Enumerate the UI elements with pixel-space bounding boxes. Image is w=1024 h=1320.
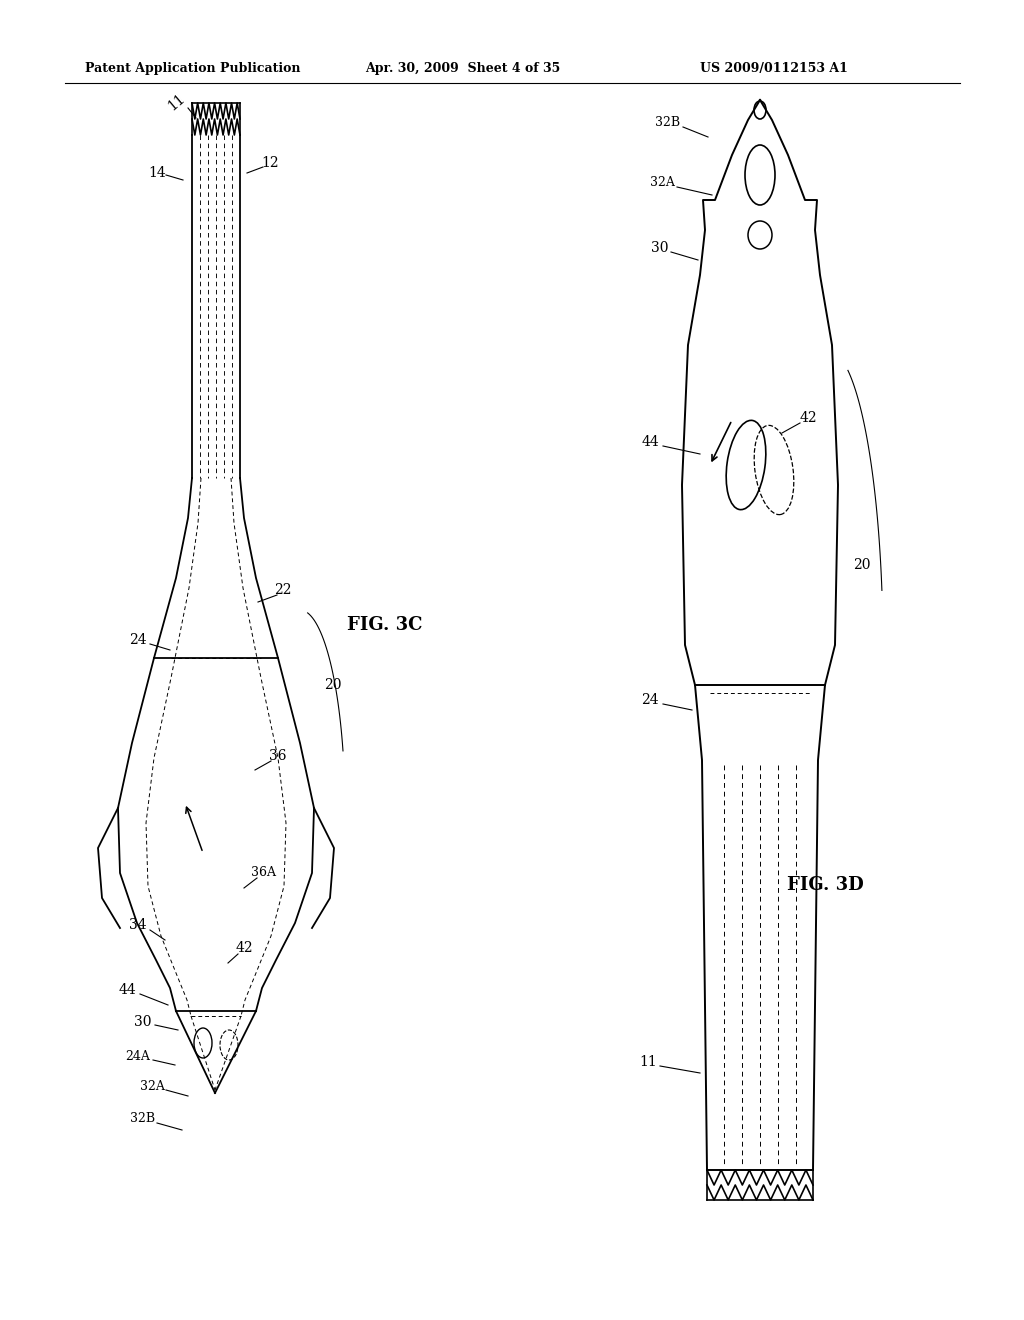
Text: 34: 34 [129,917,146,932]
Text: FIG. 3D: FIG. 3D [786,876,863,894]
Text: 32B: 32B [130,1111,156,1125]
Text: US 2009/0112153 A1: US 2009/0112153 A1 [700,62,848,75]
Text: 44: 44 [118,983,136,997]
Text: 36: 36 [269,748,287,763]
Text: 36A: 36A [252,866,276,879]
Text: 32A: 32A [649,177,675,190]
Text: 14: 14 [148,166,166,180]
Text: 30: 30 [134,1015,152,1030]
Text: 24: 24 [641,693,658,708]
Text: 32A: 32A [139,1080,165,1093]
Text: 30: 30 [651,242,669,255]
Text: Patent Application Publication: Patent Application Publication [85,62,300,75]
Text: FIG. 3C: FIG. 3C [347,616,423,634]
Text: Apr. 30, 2009  Sheet 4 of 35: Apr. 30, 2009 Sheet 4 of 35 [365,62,560,75]
Text: 32B: 32B [655,116,681,128]
Text: 42: 42 [236,941,253,954]
Text: 20: 20 [325,678,342,692]
Text: 12: 12 [261,156,279,170]
Text: 24A: 24A [126,1051,151,1064]
Text: 11: 11 [639,1055,656,1069]
Text: 44: 44 [641,436,658,449]
Text: 11: 11 [166,91,188,114]
Text: 20: 20 [853,558,870,572]
Text: 42: 42 [799,411,817,425]
Text: 24: 24 [129,634,146,647]
Text: 22: 22 [274,583,292,597]
